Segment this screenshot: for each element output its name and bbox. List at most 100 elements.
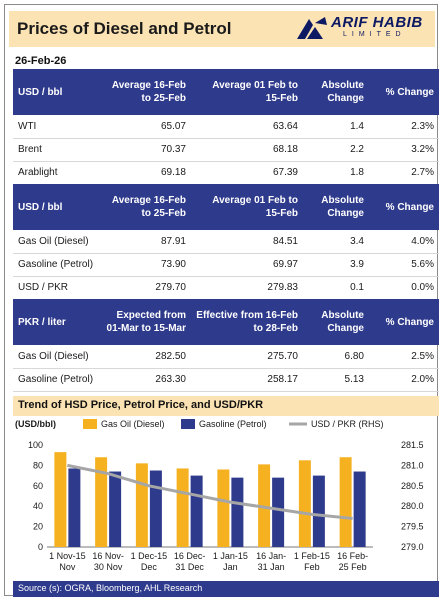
x-tick-label: 1 Jan-15 xyxy=(213,551,248,561)
table-cell: 2.0% xyxy=(369,368,439,392)
diesel-bar xyxy=(298,460,311,547)
diesel-bar xyxy=(217,469,230,547)
row-label: Gasoline (Petrol) xyxy=(13,253,99,277)
usd-bbl-products-table: USD / bbl Average 16-Feb to 25-Feb Average… xyxy=(13,184,439,300)
y2-tick-label: 281.5 xyxy=(401,440,424,450)
x-tick-label: Jan xyxy=(223,562,238,572)
table-cell: 2.5% xyxy=(369,345,439,369)
report-title: Prices of Diesel and Petrol xyxy=(17,19,232,38)
column-header: Absolute Change xyxy=(303,69,369,115)
x-tick-label: 16 Dec- xyxy=(174,551,206,561)
y-tick-label: 80 xyxy=(33,460,43,470)
legend-swatch xyxy=(83,419,97,429)
table-cell: 67.39 xyxy=(191,161,303,185)
trend-chart: (USD/bbl) Gas Oil (Diesel) Gasoline (Petro… xyxy=(15,419,424,572)
logo-name: ARIF HABIB xyxy=(331,14,423,31)
x-tick-label: Feb xyxy=(304,562,320,572)
table-cell: 70.37 xyxy=(99,138,191,162)
column-header: % Change xyxy=(369,299,439,345)
table-header-row: USD / bbl Average 16-Feb to 25-Feb Average… xyxy=(13,184,439,230)
table-cell: 279.83 xyxy=(191,276,303,300)
table-cell: 73.90 xyxy=(99,253,191,277)
y2-tick-label: 279.5 xyxy=(401,522,424,532)
table-cell: 282.50 xyxy=(99,345,191,369)
table-cell: 4.0% xyxy=(369,230,439,254)
x-tick-label: 31 Jan xyxy=(258,562,285,572)
table-cell: 3.9 xyxy=(303,253,369,277)
diesel-bar xyxy=(54,452,67,547)
column-header: % Change xyxy=(369,69,439,115)
legend-label: USD / PKR (RHS) xyxy=(311,419,384,429)
y-tick-label: 60 xyxy=(33,481,43,491)
table-cell: 2.3% xyxy=(369,115,439,139)
petrol-bar xyxy=(149,470,162,547)
table-cell: 1.8 xyxy=(303,161,369,185)
table-row: WTI 65.07 63.64 1.4 2.3% xyxy=(13,115,439,139)
table-cell: 279.70 xyxy=(99,276,191,300)
x-tick-label: Dec xyxy=(141,562,158,572)
x-tick-label: 1 Feb-15 xyxy=(294,551,330,561)
table-cell: 5.6% xyxy=(369,253,439,277)
petrol-bar xyxy=(109,471,122,547)
diesel-bar xyxy=(339,457,352,547)
source-note: Source (s): OGRA, Bloomberg, AHL Researc… xyxy=(13,581,439,597)
table-cell: 65.07 xyxy=(99,115,191,139)
y2-tick-label: 280.5 xyxy=(401,481,424,491)
row-label: Gasoline (Petrol) xyxy=(13,368,99,392)
petrol-bar xyxy=(353,471,366,547)
table-cell: 0.0% xyxy=(369,276,439,300)
x-tick-label: 16 Nov- xyxy=(92,551,124,561)
table-cell: 275.70 xyxy=(191,345,303,369)
table-cell: 2.7% xyxy=(369,161,439,185)
y2-tick-label: 279.0 xyxy=(401,542,424,552)
row-label: WTI xyxy=(13,115,99,139)
row-label: Brent xyxy=(13,138,99,162)
column-header: Average 01 Feb to 15-Feb xyxy=(191,69,303,115)
y-tick-label: 40 xyxy=(33,501,43,511)
column-header: Average 01 Feb to 15-Feb xyxy=(191,184,303,230)
table-cell: 0.1 xyxy=(303,276,369,300)
usd-bbl-crude-table: USD / bbl Average 16-Feb to 25-Feb Average… xyxy=(13,69,439,185)
row-label: USD / PKR xyxy=(13,276,99,300)
table-row: Gasoline (Petrol) 73.90 69.97 3.9 5.6% xyxy=(13,253,439,277)
x-tick-label: 25 Feb xyxy=(339,562,367,572)
column-header: Effective from 16-Feb to 28-Feb xyxy=(191,299,303,345)
x-tick-label: 31 Dec xyxy=(175,562,204,572)
diesel-bar xyxy=(135,463,148,547)
table-row: USD / PKR 279.70 279.83 0.1 0.0% xyxy=(13,276,439,300)
table-cell: 87.91 xyxy=(99,230,191,254)
row-label: Gas Oil (Diesel) xyxy=(13,230,99,254)
y2-tick-label: 281.0 xyxy=(401,460,424,470)
arif-habib-logo-icon xyxy=(297,17,327,39)
column-header: PKR / liter xyxy=(13,299,99,345)
y-tick-label: 20 xyxy=(33,522,43,532)
report-frame: Prices of Diesel and Petrol ARIF HABIB L… xyxy=(4,4,439,597)
y-tick-label: 0 xyxy=(38,542,43,552)
table-row: Arablight 69.18 67.39 1.8 2.7% xyxy=(13,161,439,185)
table-cell: 5.13 xyxy=(303,368,369,392)
table-row: Gas Oil (Diesel) 87.91 84.51 3.4 4.0% xyxy=(13,230,439,254)
table-cell: 69.97 xyxy=(191,253,303,277)
table-cell: 3.2% xyxy=(369,138,439,162)
table-header-row: PKR / liter Expected from 01-Mar to 15-Ma… xyxy=(13,299,439,345)
x-tick-label: 16 Feb- xyxy=(337,551,368,561)
column-header: Average 16-Feb to 25-Feb xyxy=(99,184,191,230)
column-header: Absolute Change xyxy=(303,299,369,345)
column-header: Absolute Change xyxy=(303,184,369,230)
x-tick-label: 1 Nov-15 xyxy=(49,551,86,561)
y-axis-label: (USD/bbl) xyxy=(15,419,56,429)
table-cell: 258.17 xyxy=(191,368,303,392)
x-tick-label: 16 Jan- xyxy=(256,551,286,561)
table-cell: 263.30 xyxy=(99,368,191,392)
usdpkr-line xyxy=(67,463,353,520)
table-row: Brent 70.37 68.18 2.2 3.2% xyxy=(13,138,439,162)
column-header: USD / bbl xyxy=(13,69,99,115)
column-header: Average 16-Feb to 25-Feb xyxy=(99,69,191,115)
table-cell: 84.51 xyxy=(191,230,303,254)
row-label: Arablight xyxy=(13,161,99,185)
table-cell: 2.2 xyxy=(303,138,369,162)
y2-tick-label: 280.0 xyxy=(401,501,424,511)
y-tick-label: 100 xyxy=(28,440,43,450)
petrol-bar xyxy=(231,477,244,547)
diesel-bar xyxy=(95,457,108,547)
